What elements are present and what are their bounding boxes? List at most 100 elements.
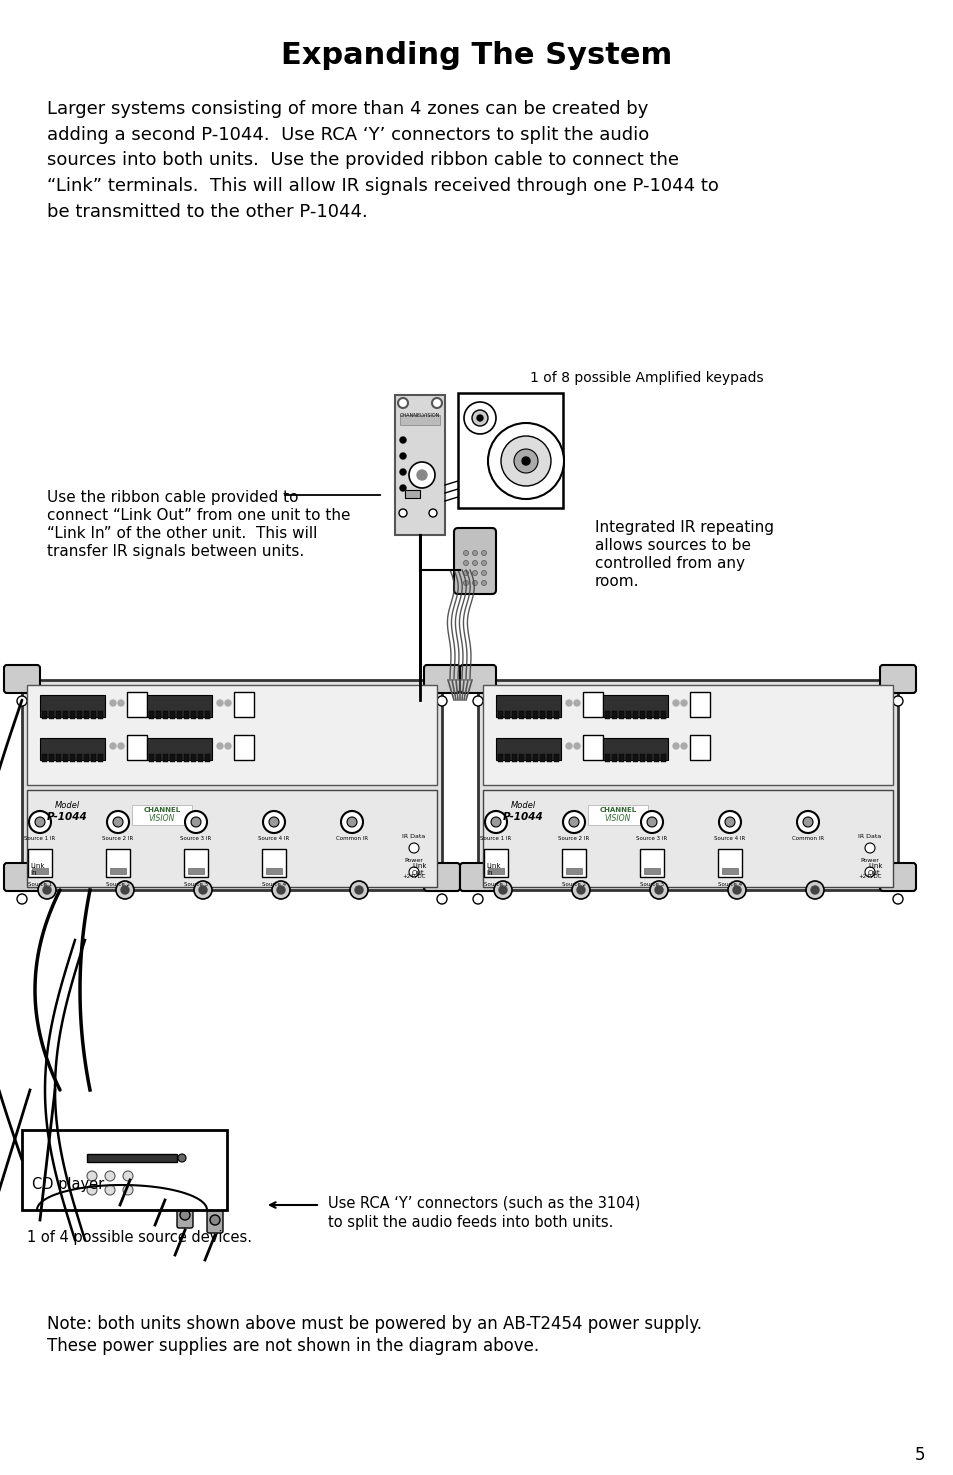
Bar [42, 754, 47, 763]
Bar [170, 754, 174, 763]
Circle shape [796, 811, 818, 833]
Bar [561, 850, 585, 878]
Circle shape [29, 811, 51, 833]
Circle shape [574, 743, 579, 749]
Bar [42, 711, 47, 718]
Bar [512, 754, 517, 763]
Circle shape [409, 462, 435, 488]
Bar [482, 684, 892, 785]
Bar [399, 414, 439, 425]
Bar [497, 754, 502, 763]
Bar [533, 754, 537, 763]
Text: CHANNELVISION: CHANNELVISION [399, 413, 439, 417]
Bar [188, 867, 204, 875]
Text: Source 1 IR: Source 1 IR [25, 836, 55, 841]
Bar [646, 711, 651, 718]
Bar [40, 695, 105, 717]
Bar [91, 754, 96, 763]
Bar [612, 711, 617, 718]
Bar [49, 711, 54, 718]
Bar [156, 754, 161, 763]
Bar [546, 711, 552, 718]
Bar [156, 711, 161, 718]
Circle shape [429, 509, 436, 518]
Bar [654, 711, 659, 718]
Circle shape [649, 881, 667, 898]
Text: 5: 5 [914, 1446, 924, 1465]
Circle shape [484, 811, 506, 833]
Bar [63, 754, 68, 763]
Text: VISION: VISION [604, 814, 631, 823]
Circle shape [463, 571, 468, 575]
Circle shape [216, 743, 223, 749]
Text: +24VDC: +24VDC [858, 875, 881, 879]
Circle shape [472, 571, 477, 575]
Bar [98, 754, 103, 763]
Bar [639, 850, 663, 878]
Text: CD player: CD player [32, 1177, 104, 1192]
Circle shape [160, 1180, 170, 1190]
Circle shape [810, 886, 818, 894]
Text: IR Data: IR Data [402, 833, 425, 839]
Circle shape [121, 886, 129, 894]
Bar [106, 850, 130, 878]
Bar [604, 754, 609, 763]
Circle shape [399, 453, 406, 459]
Circle shape [481, 550, 486, 556]
Bar [639, 754, 644, 763]
Bar [602, 738, 667, 760]
Circle shape [409, 844, 418, 853]
Circle shape [105, 1184, 115, 1195]
Bar [496, 695, 560, 717]
Bar [496, 738, 560, 760]
Circle shape [398, 509, 407, 518]
Text: Source 3 IR: Source 3 IR [180, 836, 212, 841]
Circle shape [272, 881, 290, 898]
Bar [582, 735, 602, 760]
Bar [127, 692, 147, 717]
Text: Source 4: Source 4 [262, 882, 286, 886]
Bar [587, 805, 647, 825]
Bar [477, 680, 897, 889]
Circle shape [110, 701, 116, 707]
Circle shape [562, 811, 584, 833]
Bar [177, 754, 182, 763]
Circle shape [574, 701, 579, 707]
Circle shape [125, 1159, 135, 1170]
Text: Source 3 IR: Source 3 IR [636, 836, 667, 841]
Text: Link
Out: Link Out [412, 863, 426, 876]
Circle shape [199, 886, 207, 894]
Text: Source 2: Source 2 [106, 882, 130, 886]
Circle shape [463, 550, 468, 556]
Circle shape [488, 423, 563, 499]
Bar [70, 754, 75, 763]
Circle shape [180, 1210, 190, 1220]
Bar [147, 738, 212, 760]
Bar [618, 754, 623, 763]
Circle shape [340, 811, 363, 833]
Bar [539, 754, 544, 763]
Text: 1 of 8 possible Amplified keypads: 1 of 8 possible Amplified keypads [530, 372, 762, 385]
Bar [84, 754, 89, 763]
Text: Power: Power [404, 858, 423, 863]
Bar [639, 711, 644, 718]
Circle shape [514, 448, 537, 473]
Circle shape [17, 894, 27, 904]
Bar [533, 711, 537, 718]
Circle shape [87, 1184, 97, 1195]
Text: Model: Model [510, 801, 535, 810]
Text: CHANNEL: CHANNEL [598, 807, 636, 813]
Circle shape [727, 881, 745, 898]
Bar [625, 711, 630, 718]
Circle shape [347, 817, 356, 827]
Bar [504, 711, 510, 718]
Bar [654, 754, 659, 763]
Circle shape [655, 886, 662, 894]
Bar [27, 684, 436, 785]
FancyBboxPatch shape [157, 1174, 172, 1198]
Circle shape [269, 817, 278, 827]
Text: Source 3: Source 3 [184, 882, 208, 886]
Text: Common IR: Common IR [335, 836, 368, 841]
Text: Source 1: Source 1 [483, 882, 508, 886]
Circle shape [481, 571, 486, 575]
